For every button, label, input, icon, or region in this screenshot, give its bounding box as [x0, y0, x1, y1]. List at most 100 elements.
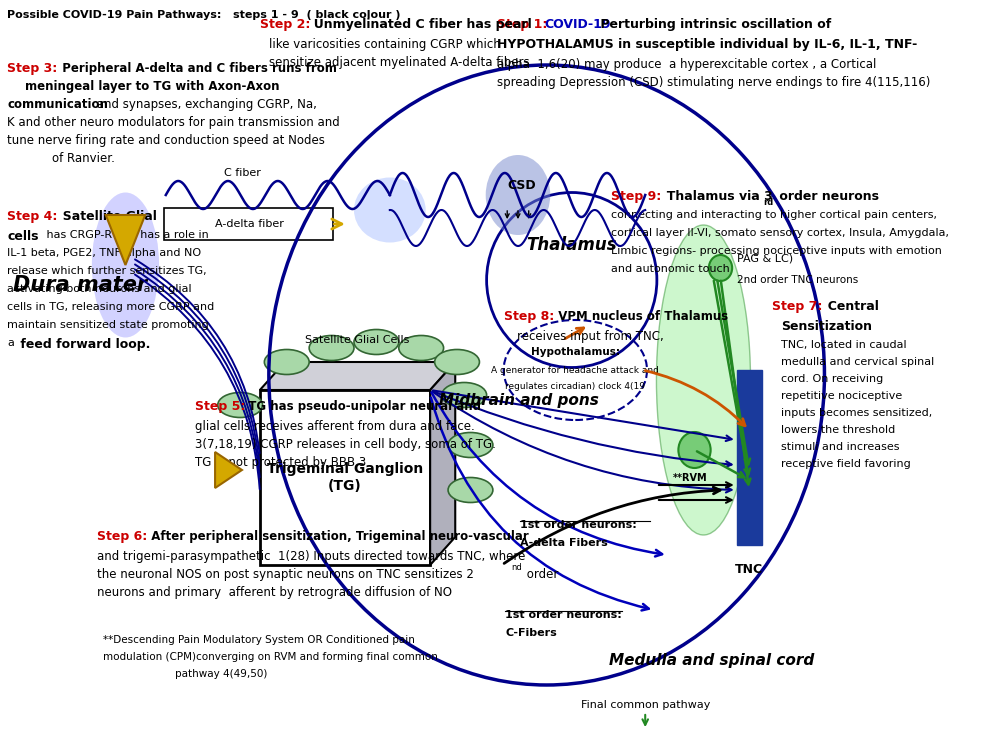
- Text: Unmyelinated C fiber has pearl: Unmyelinated C fiber has pearl: [305, 18, 531, 31]
- Text: Step 9:: Step 9:: [611, 190, 662, 203]
- Ellipse shape: [92, 192, 159, 337]
- Ellipse shape: [435, 349, 479, 374]
- Text: HYPOTHALAMUS in susceptible individual by IL-6, IL-1, TNF-: HYPOTHALAMUS in susceptible individual b…: [497, 38, 918, 51]
- Text: communication: communication: [7, 98, 108, 111]
- Text: 1st order neurons:: 1st order neurons:: [506, 610, 622, 620]
- Text: sensitize adjacent myelinated A-delta fibers: sensitize adjacent myelinated A-delta fi…: [269, 56, 529, 69]
- Text: VPM nucleus of Thalamus: VPM nucleus of Thalamus: [550, 310, 729, 323]
- Text: Satellite Glial Cells: Satellite Glial Cells: [306, 335, 410, 345]
- Text: Step 8:: Step 8:: [504, 310, 554, 323]
- Text: Step 2:: Step 2:: [260, 18, 311, 31]
- Text: feed forward loop.: feed forward loop.: [16, 338, 151, 351]
- Text: receives input from TNC,: receives input from TNC,: [517, 330, 664, 343]
- Text: PAG & LC): PAG & LC): [737, 253, 793, 263]
- Text: **RVM: **RVM: [672, 473, 707, 483]
- Text: TNC, located in caudal: TNC, located in caudal: [782, 340, 907, 350]
- Text: 3(7,18,19) CGRP releases in cell body, soma of TG.: 3(7,18,19) CGRP releases in cell body, s…: [195, 438, 496, 451]
- Text: Thalamus: Thalamus: [527, 236, 617, 254]
- Ellipse shape: [354, 178, 426, 243]
- Text: the neuronal NOS on post synaptic neurons on TNC sensitizes 2: the neuronal NOS on post synaptic neuron…: [97, 568, 473, 581]
- Text: order neurons: order neurons: [775, 190, 880, 203]
- Polygon shape: [430, 362, 456, 565]
- Text: inputs becomes sensitized,: inputs becomes sensitized,: [782, 408, 933, 418]
- Text: A-delta fiber: A-delta fiber: [215, 219, 284, 229]
- Text: stimuli and increases: stimuli and increases: [782, 442, 900, 452]
- Text: A-delta Fibers: A-delta Fibers: [520, 538, 607, 548]
- Text: maintain sensitized state promoting: maintain sensitized state promoting: [7, 320, 209, 330]
- Ellipse shape: [442, 383, 487, 408]
- Text: like varicosities containing CGRP which: like varicosities containing CGRP which: [269, 38, 501, 51]
- Text: has CRGP-R and has a role in: has CRGP-R and has a role in: [43, 230, 209, 240]
- Text: Step 7:: Step 7:: [772, 300, 823, 313]
- Text: and autonomic touch: and autonomic touch: [611, 264, 730, 274]
- Ellipse shape: [657, 225, 750, 535]
- Text: 2nd order TNC neurons: 2nd order TNC neurons: [737, 275, 858, 285]
- Text: medulla and cervical spinal: medulla and cervical spinal: [782, 357, 935, 367]
- Text: activating both neurons and glial: activating both neurons and glial: [7, 284, 192, 294]
- Text: a: a: [7, 338, 14, 348]
- Text: Step 3:: Step 3:: [7, 62, 57, 75]
- Text: and trigemi-parasympathetic  1(28) Inputs directed towards TNC, where: and trigemi-parasympathetic 1(28) Inputs…: [97, 550, 526, 563]
- Text: Satellite Glial: Satellite Glial: [54, 210, 157, 223]
- Text: Limbic regions- processing nociceptive inputs with emotion: Limbic regions- processing nociceptive i…: [611, 246, 942, 256]
- Text: Sensitization: Sensitization: [782, 320, 873, 333]
- Text: spreading Depression (CSD) stimulating nerve endings to fire 4(115,116): spreading Depression (CSD) stimulating n…: [497, 76, 931, 89]
- Text: cells in TG, releasing more CGRP and: cells in TG, releasing more CGRP and: [7, 302, 214, 312]
- FancyBboxPatch shape: [164, 208, 333, 240]
- Text: order: order: [524, 568, 559, 581]
- Ellipse shape: [448, 432, 493, 457]
- Polygon shape: [106, 215, 145, 265]
- Text: release which further sensitizes TG,: release which further sensitizes TG,: [7, 266, 207, 276]
- Text: TG has pseudo-unipolar neural and: TG has pseudo-unipolar neural and: [241, 400, 481, 413]
- Text: Possible COVID-19 Pain Pathways:   steps 1 - 9  ( black colour ): Possible COVID-19 Pain Pathways: steps 1…: [7, 10, 400, 20]
- Text: cortical layer II-VI, somato sensory cortex, Insula, Amygdala,: cortical layer II-VI, somato sensory cor…: [611, 228, 950, 238]
- Text: Medulla and spinal cord: Medulla and spinal cord: [609, 653, 814, 667]
- Ellipse shape: [486, 155, 550, 235]
- Text: Midbrain and pons: Midbrain and pons: [439, 392, 599, 408]
- Text: cells: cells: [7, 230, 38, 243]
- Polygon shape: [260, 362, 456, 390]
- Text: TG is not protected by BBB 3: TG is not protected by BBB 3: [195, 456, 367, 469]
- Text: receptive field favoring: receptive field favoring: [782, 459, 911, 469]
- Text: Step 4:: Step 4:: [7, 210, 57, 223]
- Text: regulates circadian) clock 4(19: regulates circadian) clock 4(19: [506, 382, 645, 391]
- Text: tune nerve firing rate and conduction speed at Nodes: tune nerve firing rate and conduction sp…: [7, 134, 325, 147]
- Text: glial cells receives afferent from dura and face.: glial cells receives afferent from dura …: [195, 420, 475, 433]
- Text: **Descending Pain Modulatory System OR Conditioned pain: **Descending Pain Modulatory System OR C…: [104, 635, 415, 645]
- FancyBboxPatch shape: [260, 390, 430, 565]
- Text: cord. On receiving: cord. On receiving: [782, 374, 883, 384]
- Text: modulation (CPM)converging on RVM and forming final common: modulation (CPM)converging on RVM and fo…: [104, 652, 438, 662]
- Text: After peripheral sensitization, Trigeminal neuro-vascular: After peripheral sensitization, Trigemin…: [143, 530, 529, 543]
- Text: repetitive nociceptive: repetitive nociceptive: [782, 391, 903, 401]
- Text: Perturbing intrinsic oscillation of: Perturbing intrinsic oscillation of: [596, 18, 831, 31]
- Text: Central: Central: [819, 300, 879, 313]
- Text: COVID-19: COVID-19: [544, 18, 610, 31]
- Text: Peripheral A-delta and C fibers runs from: Peripheral A-delta and C fibers runs fro…: [54, 62, 336, 75]
- Text: rd: rd: [763, 198, 774, 207]
- Ellipse shape: [354, 329, 398, 354]
- Text: Step 1:: Step 1:: [497, 18, 548, 31]
- Ellipse shape: [398, 335, 444, 360]
- Circle shape: [678, 432, 711, 468]
- Text: CSD: CSD: [507, 178, 535, 192]
- Text: lowers the threshold: lowers the threshold: [782, 425, 895, 435]
- Text: C-Fibers: C-Fibers: [506, 628, 557, 638]
- Text: Trigeminal Ganglion
(TG): Trigeminal Ganglion (TG): [267, 462, 423, 493]
- Text: 1st order neurons:: 1st order neurons:: [520, 520, 637, 530]
- Text: Thalamus via 3: Thalamus via 3: [658, 190, 772, 203]
- Text: Step 5:: Step 5:: [195, 400, 246, 413]
- Text: TNC: TNC: [736, 563, 763, 576]
- Text: Step 6:: Step 6:: [97, 530, 147, 543]
- Text: K and other neuro modulators for pain transmission and: K and other neuro modulators for pain tr…: [7, 116, 340, 129]
- Text: pathway 4(49,50): pathway 4(49,50): [175, 669, 267, 679]
- Ellipse shape: [218, 392, 262, 417]
- Text: C fiber: C fiber: [224, 168, 260, 178]
- FancyBboxPatch shape: [737, 370, 762, 545]
- Text: Dura mater: Dura mater: [14, 275, 148, 295]
- Text: Final common pathway: Final common pathway: [581, 700, 710, 710]
- Text: neurons and primary  afferent by retrograde diffusion of NO: neurons and primary afferent by retrogra…: [97, 586, 452, 599]
- Text: Hypothalamus:: Hypothalamus:: [530, 347, 620, 357]
- Text: of Ranvier.: of Ranvier.: [52, 152, 114, 165]
- Text: connecting and interacting to higher cortical pain centers,: connecting and interacting to higher cor…: [611, 210, 937, 220]
- Text: A generator for headache attack and: A generator for headache attack and: [491, 366, 660, 374]
